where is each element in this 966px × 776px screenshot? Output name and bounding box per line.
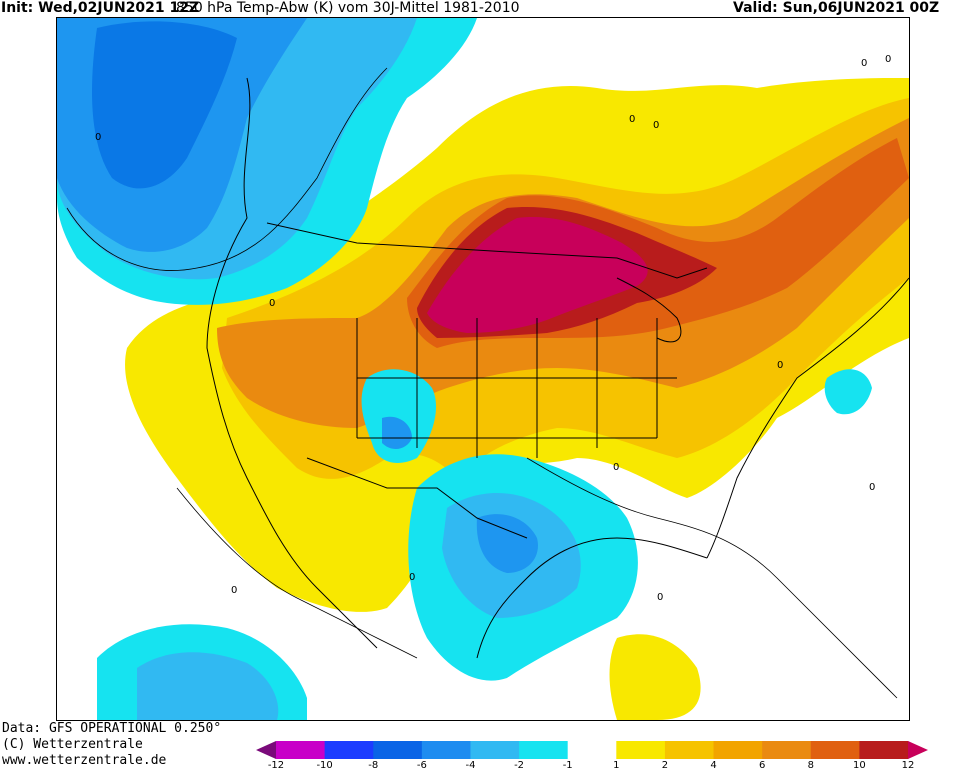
- copyright: (C) Wetterzentrale: [2, 737, 143, 752]
- contour-label: 0: [629, 114, 635, 125]
- contour-label: 0: [653, 120, 659, 131]
- us-mexico-border: [306, 457, 528, 539]
- colorbar-tick-label: -6: [416, 760, 427, 771]
- colorbar-swatch: [373, 741, 423, 759]
- contour-label: 0: [231, 585, 237, 596]
- zero-contour-west: [66, 67, 388, 271]
- colorbar-swatch: [810, 741, 860, 759]
- colorbar-tick-label: -10: [316, 760, 333, 771]
- website: www.wetterzentrale.de: [2, 753, 167, 768]
- contour-label: 0: [657, 592, 663, 603]
- anomaly-yellow-caribbean: [609, 634, 701, 720]
- contour-label: 0: [869, 482, 875, 493]
- map-header: Init: Wed,02JUN2021 12Z 850 hPa Temp-Abw…: [0, 0, 966, 18]
- contour-label: 0: [777, 360, 783, 371]
- zero-contour-gulf: [526, 457, 898, 699]
- variable-title: 850 hPa Temp-Abw (K) vom 30J-Mittel 1981…: [176, 0, 520, 16]
- init-time: Init: Wed,02JUN2021 12Z: [1, 0, 200, 16]
- colorbar-swatch: [616, 741, 666, 759]
- colorbar-swatch: [470, 741, 520, 759]
- contour-label: 0: [613, 462, 619, 473]
- contour-label: 0: [269, 298, 275, 309]
- anomaly-darkblue-west: [92, 21, 237, 189]
- east-coastline: [706, 277, 909, 559]
- contour-label-group: 0 0 0 0 0 0 0 0 0 0 0 0: [95, 54, 891, 603]
- map-canvas: 0 0 0 0 0 0 0 0 0 0 0 0: [57, 18, 909, 720]
- colorbar-tick-label: 8: [807, 760, 814, 771]
- colorbar-swatch: [421, 741, 471, 759]
- colorbar-tick-label: 12: [901, 760, 915, 771]
- colorbar-swatch: [908, 741, 928, 759]
- anomaly-lightblue-pacific: [137, 652, 279, 720]
- colorbar-swatch: [276, 741, 326, 759]
- colorbar-tick-label: 2: [661, 760, 669, 771]
- colorbar-tick-label: -12: [267, 760, 285, 771]
- colorbar-tick-label: -1: [562, 760, 573, 771]
- anomaly-magenta-core: [427, 217, 648, 333]
- coastlines-borders: [206, 77, 909, 659]
- colorbar-swatches: [256, 741, 928, 759]
- colorbar-swatch: [664, 741, 715, 759]
- contour-label: 0: [409, 572, 415, 583]
- anomaly-blue-south: [476, 514, 538, 573]
- gulf-coastline: [476, 537, 708, 659]
- great-lakes: [616, 277, 682, 343]
- contour-label: 0: [861, 58, 867, 69]
- colorbar-swatch: [324, 741, 374, 759]
- colorbar-tick-label: 6: [758, 760, 766, 771]
- colorbar-swatch: [859, 741, 909, 759]
- colorbar-swatch: [762, 741, 812, 759]
- zero-contours: [66, 67, 898, 699]
- anomaly-cyan-atlantic: [824, 369, 872, 415]
- colorbar-swatch: [256, 741, 276, 759]
- colorbar-swatch: [519, 741, 569, 759]
- data-credits: Data: GFS OPERATIONAL 0.250° (C) Wetterz…: [2, 721, 221, 769]
- colorbar: [256, 741, 928, 759]
- colorbar-tick-label: -2: [514, 760, 525, 771]
- zero-contour-south: [176, 487, 418, 659]
- us-canada-border: [266, 222, 708, 279]
- colorbar-tick-label: 4: [710, 760, 717, 771]
- west-coastline: [206, 77, 378, 649]
- colorbar-swatch: [567, 741, 617, 759]
- colorbar-tick-label: -4: [465, 760, 476, 771]
- state-lines: [356, 318, 677, 458]
- data-source: Data: GFS OPERATIONAL 0.250°: [2, 721, 222, 736]
- contour-label: 0: [885, 54, 891, 65]
- colorbar-tick-label: 1: [613, 760, 620, 771]
- colorbar-tick-label: -8: [368, 760, 379, 771]
- colorbar-tick-labels: -12 -10 -8 -6 -4 -2 -1 1 2 4 6 8 10 12: [256, 760, 928, 774]
- anomaly-blue-rockies: [382, 416, 412, 450]
- colorbar-tick-label: 10: [853, 760, 866, 771]
- valid-time: Valid: Sun,06JUN2021 00Z: [733, 0, 940, 16]
- contour-label: 0: [95, 132, 101, 143]
- temperature-anomaly-map: 0 0 0 0 0 0 0 0 0 0 0 0: [56, 17, 910, 721]
- colorbar-swatch: [713, 741, 763, 759]
